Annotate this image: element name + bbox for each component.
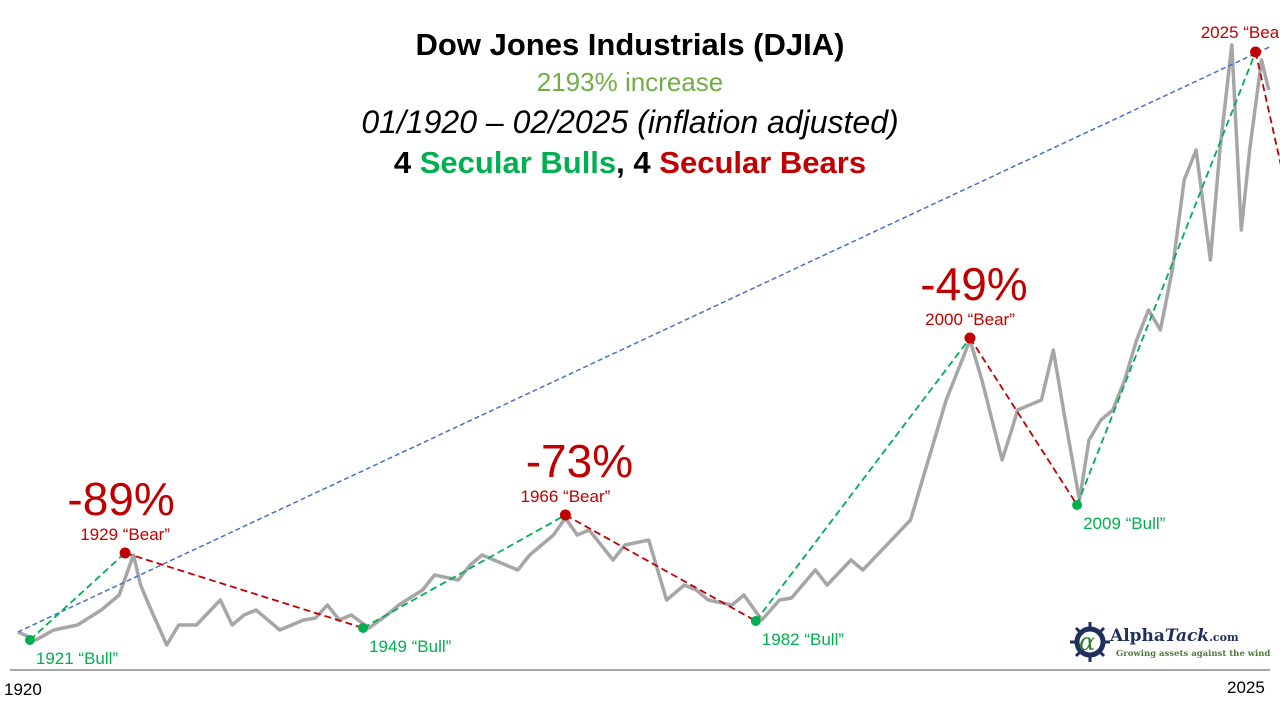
bear-point [559, 509, 571, 521]
bear-trend-segment [564, 514, 757, 622]
summary-subtitle: 4 Secular Bulls, 4 Secular Bears [0, 144, 1260, 182]
increase-subtitle: 2193% increase [536, 67, 724, 97]
logo-name-b: Tack [1164, 626, 1210, 646]
annotation-label: 1966 “Bear” [521, 487, 611, 506]
logo-name-a: Alpha [1110, 626, 1165, 646]
x-tick-1920: 1920 [4, 680, 42, 699]
annotation-label: 2009 “Bull” [1083, 514, 1166, 533]
period-subtitle: 01/1920 – 02/2025 (inflation adjusted) [361, 104, 899, 140]
bear-point [964, 332, 976, 344]
bull-point [358, 623, 369, 633]
bull-trend-segment [755, 337, 971, 622]
trend-line [17, 45, 1272, 633]
x-tick-2025: 2025 [1227, 678, 1265, 697]
annotation-label: 1929 “Bear” [80, 525, 170, 544]
bull-trend-segment [1076, 51, 1257, 506]
annotation-label: 1949 “Bull” [369, 637, 452, 656]
bear-point [1250, 46, 1262, 58]
bull-trend-segment [29, 552, 126, 641]
bull-trend-segment [362, 514, 566, 629]
bull-text: Secular Bulls [419, 145, 617, 180]
decline-label: -49% [920, 258, 1027, 310]
bear-count: 4 [633, 145, 651, 180]
bull-point [24, 635, 35, 645]
alphatack-logo: α AlphaTack.com Growing assets against t… [1068, 620, 1271, 666]
annotation-label: 2025 “Bear” [1201, 23, 1280, 42]
logo-tagline: Growing assets against the wind [1116, 649, 1271, 659]
decline-label: -73% [526, 435, 633, 487]
summary-sep: , [616, 145, 625, 180]
bear-trend-segment [1254, 51, 1280, 166]
bear-point [119, 547, 131, 559]
bear-text: Secular Bears [659, 145, 867, 180]
annotation-label: 1982 “Bull” [762, 630, 845, 649]
decline-label: -89% [67, 473, 174, 525]
chart-titles: Dow Jones Industrials (DJIA) 2193% incre… [0, 26, 1260, 182]
bear-trend-segment [124, 552, 364, 629]
bull-point [750, 616, 761, 626]
ships-wheel-icon: α [1070, 622, 1110, 662]
annotation-label: 1921 “Bull” [36, 649, 119, 668]
bull-count: 4 [393, 145, 412, 180]
bull-point [1072, 500, 1083, 510]
chart-title: Dow Jones Industrials (DJIA) [415, 27, 845, 62]
svg-text:α: α [1079, 628, 1095, 656]
annotation-label: 2000 “Bear” [925, 310, 1015, 329]
djia-series-line [17, 43, 1271, 647]
logo-domain: .com [1209, 631, 1239, 644]
bear-trend-segment [969, 337, 1078, 506]
